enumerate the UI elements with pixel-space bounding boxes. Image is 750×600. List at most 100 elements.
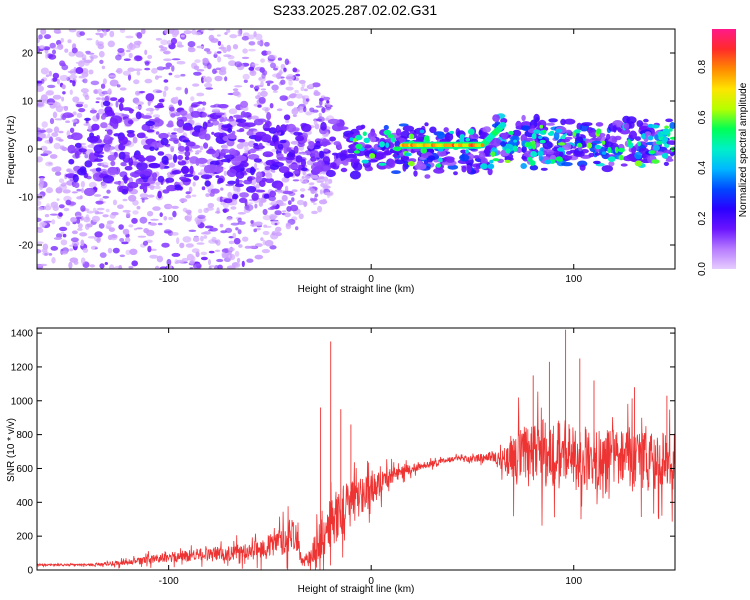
spectrogram-cell bbox=[284, 58, 290, 66]
spectrogram-cell bbox=[269, 103, 274, 109]
spectrogram-cell bbox=[58, 212, 63, 217]
spectrogram-cell bbox=[320, 121, 327, 131]
x-tick-label: 0 bbox=[368, 274, 374, 285]
spectrogram-y-axis: -20 -10 0 10 20 bbox=[19, 49, 675, 252]
spectrogram-cell bbox=[441, 162, 447, 166]
spectrogram-cell bbox=[75, 216, 82, 220]
spectrogram-cell bbox=[291, 197, 295, 202]
spectrogram-cell bbox=[289, 204, 299, 212]
spectrogram-cell bbox=[268, 54, 277, 60]
spectrogram-cell bbox=[306, 160, 314, 166]
spectrogram-cell bbox=[136, 162, 148, 171]
spectrogram-cell bbox=[265, 172, 273, 179]
spectrogram-cell bbox=[144, 78, 153, 84]
spectrogram-cell bbox=[255, 171, 263, 179]
spectrogram-cell bbox=[99, 252, 107, 258]
spectrogram-cell bbox=[262, 230, 270, 236]
spectrogram-cell bbox=[179, 242, 185, 249]
spectrogram-cell bbox=[148, 163, 161, 169]
spectrogram-cell bbox=[234, 61, 243, 68]
spectrogram-cell bbox=[128, 194, 137, 202]
spectrogram-cell bbox=[201, 186, 206, 191]
spectrogram-cell bbox=[596, 128, 602, 135]
spectrogram-cell bbox=[108, 75, 117, 78]
spectrogram-cell bbox=[84, 154, 89, 159]
spectrogram-cell bbox=[50, 246, 59, 251]
spectrogram-cell bbox=[200, 169, 205, 176]
spectrogram-cell bbox=[83, 216, 91, 223]
spectrogram-cell bbox=[557, 142, 566, 146]
spectrogram-cell bbox=[171, 65, 175, 72]
spectrogram-cell bbox=[247, 176, 253, 182]
colorbar-tick-label: 0.6 bbox=[697, 110, 708, 124]
spectrogram-cell bbox=[145, 93, 155, 102]
spectrogram-cell bbox=[162, 51, 170, 54]
spectrogram-cell bbox=[661, 152, 669, 159]
spectrogram-cell bbox=[169, 106, 175, 112]
spectrogram-cell bbox=[96, 29, 102, 32]
spectrogram-cell bbox=[212, 108, 220, 112]
spectrogram-cell bbox=[637, 141, 641, 147]
spectrogram-cell bbox=[247, 140, 256, 147]
spectrogram-cell bbox=[172, 210, 177, 218]
spectrogram-cell bbox=[89, 168, 98, 172]
spectrogram-cell bbox=[238, 197, 248, 203]
spectrogram-cell bbox=[217, 104, 229, 109]
spectrogram-cell bbox=[104, 95, 110, 103]
spectrogram-cell bbox=[531, 140, 535, 145]
spectrogram-cell bbox=[263, 193, 270, 199]
spectrogram-cell bbox=[183, 30, 192, 35]
spectrogram-cell bbox=[239, 192, 250, 198]
spectrogram-cell bbox=[284, 212, 291, 218]
spectrogram-cell bbox=[326, 100, 330, 104]
spectrogram-cell bbox=[160, 39, 169, 46]
spectrogram-cell bbox=[369, 136, 377, 143]
spectrogram-cell bbox=[260, 237, 264, 242]
spectrogram-cell bbox=[262, 208, 268, 216]
spectrogram-cell bbox=[288, 172, 294, 177]
spectrogram-cell bbox=[279, 139, 287, 144]
spectrogram-cell bbox=[237, 229, 242, 235]
spectrogram-cell bbox=[142, 184, 148, 194]
spectrogram-cell bbox=[234, 85, 243, 88]
spectrogram-cell bbox=[165, 177, 175, 183]
spectrogram-cell bbox=[37, 157, 42, 163]
spectrogram-cell bbox=[612, 125, 617, 133]
spectrogram-cell bbox=[171, 252, 181, 257]
spectrogram-cell bbox=[72, 80, 76, 87]
spectrogram-cell bbox=[100, 182, 108, 189]
spectrogram-cell bbox=[42, 46, 51, 51]
spectrogram-cell bbox=[529, 164, 539, 171]
spectrogram-cell bbox=[156, 255, 164, 263]
spectrogram-cell bbox=[408, 133, 415, 140]
spectrogram-cell bbox=[217, 177, 224, 184]
spectrogram-cell bbox=[631, 146, 637, 154]
spectrogram-cell bbox=[533, 113, 540, 123]
spectrogram-cell bbox=[184, 150, 191, 157]
spectrogram-cell bbox=[322, 183, 328, 189]
spectrogram-cell bbox=[61, 84, 66, 90]
spectrogram-cell bbox=[48, 54, 57, 60]
spectrogram-cell bbox=[94, 247, 98, 250]
spectrogram-cell bbox=[301, 167, 308, 172]
spectrogram-cell bbox=[194, 152, 200, 155]
spectrogram-cell bbox=[116, 84, 121, 88]
spectrogram-cell bbox=[60, 250, 69, 255]
spectrogram-cell bbox=[655, 151, 665, 156]
spectrogram-cell bbox=[150, 248, 157, 251]
spectrogram-cell bbox=[39, 184, 44, 191]
spectrogram-cell bbox=[226, 168, 237, 178]
spectrogram-cell bbox=[267, 83, 271, 87]
spectrogram-cell bbox=[185, 141, 196, 147]
spectrogram-cell bbox=[239, 142, 243, 148]
spectrogram-cell bbox=[508, 130, 514, 135]
spectrogram-cell bbox=[436, 131, 446, 140]
spectrogram-cell bbox=[188, 186, 193, 193]
spectrogram-cell bbox=[37, 200, 42, 207]
spectrogram-cell bbox=[322, 96, 331, 101]
spectrogram-cell bbox=[184, 145, 190, 152]
spectrogram-cell bbox=[163, 79, 169, 83]
spectrogram-cell bbox=[392, 153, 399, 158]
y-tick-label: -20 bbox=[19, 241, 34, 252]
spectrogram-cell bbox=[58, 130, 64, 134]
